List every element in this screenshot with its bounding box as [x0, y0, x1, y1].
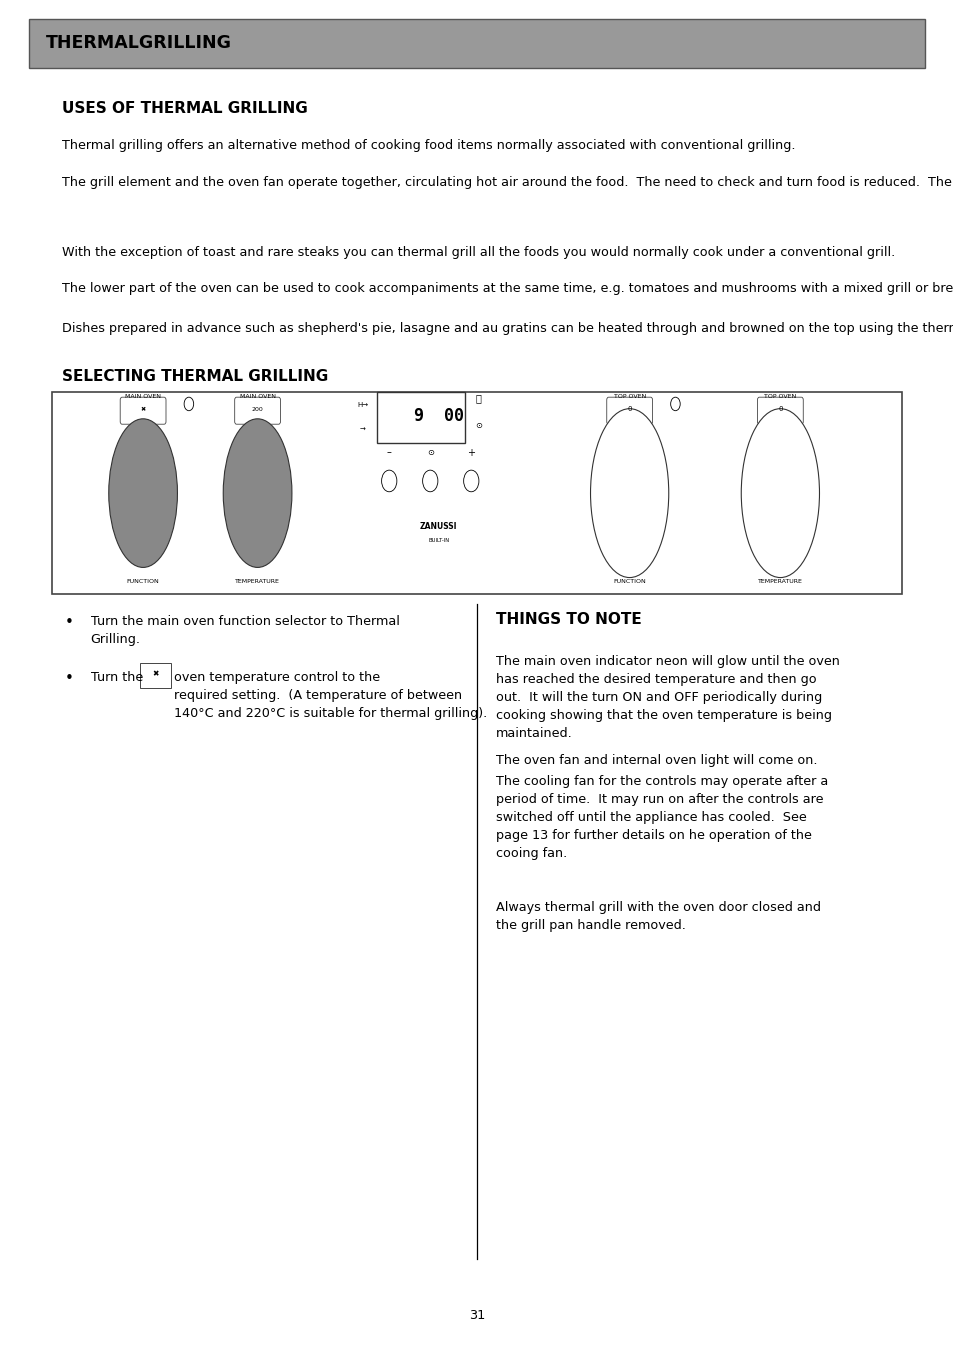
Circle shape: [184, 397, 193, 411]
Text: USES OF THERMAL GRILLING: USES OF THERMAL GRILLING: [62, 101, 308, 116]
Text: oven temperature control to the
required setting.  (A temperature of between
140: oven temperature control to the required…: [173, 671, 486, 720]
Text: MAIN OVEN: MAIN OVEN: [125, 393, 161, 399]
Text: H→: H→: [356, 403, 368, 408]
Text: Thermal grilling offers an alternative method of cooking food items normally ass: Thermal grilling offers an alternative m…: [62, 139, 795, 153]
Text: TEMPERATURE: TEMPERATURE: [234, 578, 280, 584]
Text: The main oven indicator neon will glow until the oven
has reached the desired te: The main oven indicator neon will glow u…: [496, 655, 839, 740]
FancyBboxPatch shape: [140, 663, 171, 688]
Text: ⊙: ⊙: [475, 422, 482, 430]
Text: TOP OVEN: TOP OVEN: [763, 393, 796, 399]
Text: FUNCTION: FUNCTION: [127, 578, 159, 584]
Text: ⧖: ⧖: [476, 393, 481, 404]
FancyBboxPatch shape: [120, 397, 166, 424]
FancyBboxPatch shape: [52, 392, 901, 594]
Text: →: →: [359, 427, 365, 432]
Ellipse shape: [223, 419, 292, 567]
Text: 200: 200: [252, 407, 263, 412]
Text: Dishes prepared in advance such as shepherd's pie, lasagne and au gratins can be: Dishes prepared in advance such as sheph…: [62, 322, 953, 335]
FancyBboxPatch shape: [606, 397, 652, 424]
Ellipse shape: [109, 419, 177, 567]
FancyBboxPatch shape: [757, 397, 802, 424]
Text: ZANUSSI: ZANUSSI: [419, 523, 457, 531]
Text: TOP OVEN: TOP OVEN: [613, 393, 645, 399]
FancyBboxPatch shape: [234, 397, 280, 424]
Text: 9  00: 9 00: [414, 407, 463, 426]
Text: FUNCTION: FUNCTION: [613, 578, 645, 584]
Text: Always thermal grill with the oven door closed and
the grill pan handle removed.: Always thermal grill with the oven door …: [496, 901, 821, 932]
Text: The oven fan and internal oven light will come on.: The oven fan and internal oven light wil…: [496, 754, 817, 767]
Text: ⊙: ⊙: [426, 449, 434, 457]
Text: With the exception of toast and rare steaks you can thermal grill all the foods : With the exception of toast and rare ste…: [62, 246, 894, 259]
Ellipse shape: [740, 408, 819, 578]
Text: BUILT-IN: BUILT-IN: [428, 538, 449, 543]
Circle shape: [381, 470, 396, 492]
Text: ✖: ✖: [152, 670, 158, 678]
Text: The lower part of the oven can be used to cook accompaniments at the same time, : The lower part of the oven can be used t…: [62, 282, 953, 296]
Ellipse shape: [590, 408, 668, 578]
Circle shape: [422, 470, 437, 492]
Text: MAIN OVEN: MAIN OVEN: [239, 393, 275, 399]
Text: 0: 0: [778, 407, 781, 412]
FancyBboxPatch shape: [376, 392, 464, 443]
Text: ✖: ✖: [140, 407, 146, 412]
Text: SELECTING THERMAL GRILLING: SELECTING THERMAL GRILLING: [62, 369, 328, 384]
Text: +: +: [467, 447, 475, 458]
Text: 0: 0: [627, 407, 631, 412]
Text: The cooling fan for the controls may operate after a
period of time.  It may run: The cooling fan for the controls may ope…: [496, 775, 827, 861]
Text: •: •: [65, 615, 73, 630]
Text: THERMALGRILLING: THERMALGRILLING: [46, 34, 232, 53]
Text: –: –: [386, 447, 392, 458]
Circle shape: [463, 470, 478, 492]
Text: •: •: [65, 671, 73, 686]
Text: Turn the main oven function selector to Thermal
Grilling.: Turn the main oven function selector to …: [91, 615, 399, 646]
Text: THINGS TO NOTE: THINGS TO NOTE: [496, 612, 641, 627]
FancyBboxPatch shape: [29, 19, 924, 68]
Text: 31: 31: [468, 1309, 485, 1323]
Text: Turn the: Turn the: [91, 671, 147, 685]
Text: The grill element and the oven fan operate together, circulating hot air around : The grill element and the oven fan opera…: [62, 176, 953, 189]
Circle shape: [670, 397, 679, 411]
Text: TEMPERATURE: TEMPERATURE: [757, 578, 802, 584]
